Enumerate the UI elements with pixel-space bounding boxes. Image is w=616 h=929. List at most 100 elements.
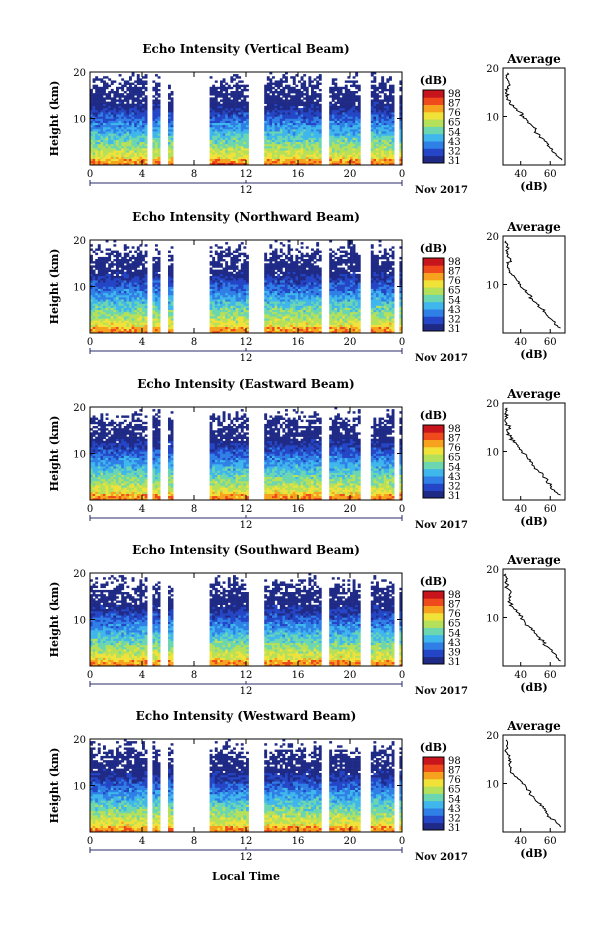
heatmap-cell — [134, 297, 138, 300]
heatmap-cell — [220, 93, 223, 96]
colorbar-tick-label: 54 — [448, 127, 461, 138]
heatmap-cell — [376, 110, 379, 113]
heatmap-cell — [282, 129, 286, 132]
profile-x-tick-label: 40 — [514, 169, 527, 180]
heatmap-cell — [116, 273, 119, 277]
heatmap-cell — [142, 150, 145, 153]
heatmap-cell — [92, 139, 96, 143]
heatmap-cell — [381, 139, 385, 143]
heatmap-cell — [274, 80, 278, 83]
heatmap-cell — [209, 328, 213, 332]
heatmap-cell — [370, 105, 374, 109]
heatmap-cell — [238, 141, 242, 145]
heatmap-cell — [230, 316, 234, 319]
heatmap-cell — [90, 131, 93, 134]
heatmap-cell — [230, 86, 234, 90]
heatmap-cell — [157, 267, 161, 270]
heatmap-cell — [227, 97, 231, 100]
heatmap-cell — [318, 145, 322, 149]
heatmap-cell — [136, 118, 140, 121]
heatmap-cell — [272, 275, 275, 279]
heatmap-cell — [331, 99, 335, 102]
heatmap-cell — [240, 158, 244, 162]
heatmap-cell — [157, 259, 161, 262]
heatmap-cell — [305, 88, 309, 92]
heatmap-cell — [235, 318, 239, 321]
heatmap-cell — [95, 131, 99, 134]
heatmap-cell — [227, 154, 231, 157]
heatmap-cell — [378, 133, 382, 136]
heatmap-cell — [220, 282, 223, 285]
heatmap-cell — [214, 137, 218, 140]
heatmap-cell — [342, 122, 346, 126]
heatmap-cell — [214, 271, 218, 275]
heatmap-cell — [383, 103, 387, 107]
heatmap-cell — [139, 105, 143, 109]
heatmap-cell — [217, 305, 221, 308]
heatmap-cell — [227, 107, 231, 111]
heatmap-cell — [220, 131, 223, 134]
heatmap-cell — [212, 152, 216, 155]
heatmap-cell — [123, 112, 127, 115]
heatmap-cell — [123, 116, 127, 119]
heatmap-cell — [144, 288, 148, 292]
heatmap-cell — [344, 150, 348, 153]
heatmap-cell — [92, 114, 96, 117]
heatmap-cell — [272, 254, 275, 258]
heatmap-cell — [139, 110, 143, 113]
heatmap-cell — [337, 143, 340, 147]
heatmap-cell — [389, 162, 392, 166]
heatmap-cell — [126, 288, 130, 292]
heatmap-cell — [152, 313, 156, 317]
heatmap-cell — [269, 269, 273, 272]
heatmap-cell — [116, 91, 119, 94]
heatmap-cell — [376, 131, 379, 134]
heatmap-cell — [100, 284, 104, 287]
heatmap-cell — [350, 97, 353, 100]
heatmap-cell — [235, 135, 239, 138]
heatmap-cell — [298, 120, 301, 124]
heatmap-cell — [157, 261, 161, 264]
heatmap-cell — [357, 129, 361, 132]
heatmap-cell — [370, 158, 374, 162]
heatmap-cell — [105, 93, 109, 96]
heatmap-cell — [337, 139, 340, 143]
heatmap-cell — [378, 129, 382, 132]
heatmap-cell — [116, 112, 119, 115]
heatmap-cell — [97, 284, 101, 287]
heatmap-cell — [269, 101, 273, 104]
heatmap-cell — [246, 110, 249, 113]
heatmap-cell — [95, 263, 99, 266]
heatmap-cell — [233, 137, 236, 140]
heatmap-cell — [272, 133, 275, 136]
heatmap-cell — [277, 133, 281, 136]
heatmap-cell — [142, 303, 145, 306]
heatmap-cell — [144, 324, 148, 327]
heatmap-cell — [264, 278, 268, 281]
heatmap-cell — [95, 248, 99, 251]
heatmap-cell — [225, 248, 229, 251]
colorbar-segment — [423, 133, 444, 142]
heatmap-cell — [308, 152, 312, 155]
heatmap-cell — [142, 112, 145, 115]
heatmap-cell — [292, 76, 296, 79]
heatmap-cell — [235, 107, 239, 111]
heatmap-cell — [100, 318, 104, 321]
heatmap-cell — [376, 122, 379, 126]
heatmap-cell — [227, 112, 231, 115]
heatmap-cell — [95, 299, 99, 302]
heatmap-cell — [279, 135, 283, 138]
heatmap-cell — [292, 107, 296, 111]
heatmap-cell — [383, 93, 387, 96]
heatmap-cell — [240, 294, 244, 298]
heatmap-cell — [222, 78, 226, 81]
heatmap-cell — [290, 137, 294, 140]
heatmap-cell — [100, 99, 104, 102]
heatmap-cell — [238, 137, 242, 140]
heatmap-cell — [123, 118, 127, 121]
heatmap-cell — [243, 330, 247, 334]
heatmap-cell — [243, 124, 247, 128]
heatmap-cell — [100, 305, 104, 308]
heatmap-cell — [352, 160, 356, 164]
heatmap-cell — [311, 150, 314, 153]
